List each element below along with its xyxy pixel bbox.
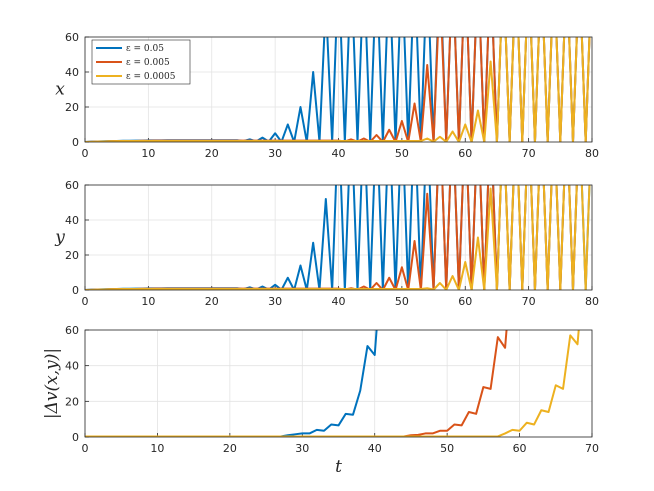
y-axis-label: x bbox=[55, 80, 65, 100]
series-line bbox=[85, 37, 591, 142]
x-tick-label: 10 bbox=[150, 442, 164, 455]
lines bbox=[85, 185, 591, 290]
y-tick-label: 40 bbox=[65, 360, 79, 373]
x-tick-label: 60 bbox=[458, 295, 472, 308]
y-tick-label: 40 bbox=[65, 214, 79, 227]
y-tick-label: 60 bbox=[65, 179, 79, 192]
legend-label: ε = 0.0005 bbox=[126, 72, 176, 82]
x-tick-label: 20 bbox=[205, 147, 219, 160]
lines bbox=[85, 330, 580, 437]
legend-label: ε = 0.005 bbox=[126, 58, 170, 68]
y-tick-label: 0 bbox=[72, 431, 79, 444]
x-tick-label: 50 bbox=[440, 442, 454, 455]
x-tick-label: 80 bbox=[585, 295, 599, 308]
plot-area bbox=[85, 330, 592, 437]
x-tick-label: 80 bbox=[585, 147, 599, 160]
x-tick-label: 50 bbox=[395, 295, 409, 308]
legend: ε = 0.05 ε = 0.005 ε = 0.0005 bbox=[91, 39, 191, 85]
x-tick-label: 30 bbox=[295, 442, 309, 455]
x-tick-label: 70 bbox=[522, 147, 536, 160]
x-tick-label: 10 bbox=[141, 147, 155, 160]
x-tick-label: 30 bbox=[268, 147, 282, 160]
axes: 0 10 20 30 40 50 60 70 80 0 20 40 60 y bbox=[54, 179, 599, 308]
y-tick-label: 60 bbox=[65, 324, 79, 337]
y-tick-label: 0 bbox=[72, 136, 79, 149]
x-tick-label: 60 bbox=[458, 147, 472, 160]
x-tick-label: 40 bbox=[332, 295, 346, 308]
y-tick-label: 20 bbox=[65, 395, 79, 408]
x-tick-label: 0 bbox=[82, 147, 89, 160]
x-tick-label: 70 bbox=[585, 442, 599, 455]
x-tick-label: 30 bbox=[268, 295, 282, 308]
y-tick-label: 0 bbox=[72, 284, 79, 297]
y-tick-label: 60 bbox=[65, 31, 79, 44]
y-axis-label: |Δv(x,y)| bbox=[42, 348, 62, 419]
legend-label: ε = 0.05 bbox=[126, 44, 164, 54]
x-tick-label: 20 bbox=[223, 442, 237, 455]
x-tick-label: 0 bbox=[82, 442, 89, 455]
x-tick-label: 20 bbox=[205, 295, 219, 308]
x-axis-label: t bbox=[335, 457, 342, 477]
y-tick-label: 40 bbox=[65, 66, 79, 79]
y-tick-label: 20 bbox=[65, 249, 79, 262]
x-tick-label: 0 bbox=[82, 295, 89, 308]
axes-box bbox=[84, 184, 593, 291]
x-tick-label: 70 bbox=[522, 295, 536, 308]
x-tick-label: 40 bbox=[332, 147, 346, 160]
y-tick-label: 20 bbox=[65, 101, 79, 114]
y-axis-label: y bbox=[54, 228, 65, 248]
series-line bbox=[85, 330, 580, 437]
series-line bbox=[85, 185, 591, 290]
axes-box bbox=[84, 36, 593, 143]
x-tick-label: 10 bbox=[141, 295, 155, 308]
x-tick-label: 60 bbox=[513, 442, 527, 455]
x-tick-label: 50 bbox=[395, 147, 409, 160]
lines bbox=[85, 37, 591, 142]
x-tick-label: 40 bbox=[368, 442, 382, 455]
axes-box bbox=[84, 329, 593, 438]
